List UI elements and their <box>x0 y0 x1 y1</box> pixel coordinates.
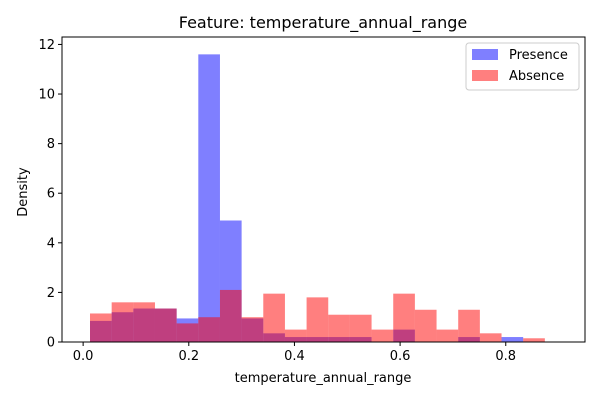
y-axis-label: Density <box>16 167 31 217</box>
x-tick-label: 0.6 <box>390 349 411 364</box>
histogram-bar-absence-10 <box>306 297 329 342</box>
legend-label-presence: Presence <box>509 48 568 63</box>
series-absence <box>90 289 545 342</box>
histogram-bar-absence-5 <box>198 317 220 342</box>
histogram-bar-absence-3 <box>154 308 177 342</box>
y-tick-label: 10 <box>38 88 55 103</box>
histogram-bar-absence-17 <box>458 309 480 342</box>
histogram-bar-absence-6 <box>219 289 242 342</box>
y-tick-label: 12 <box>38 38 55 53</box>
x-tick-label: 0.0 <box>73 349 94 364</box>
histogram-bar-absence-4 <box>176 323 199 342</box>
x-axis-label: temperature_annual_range <box>235 371 412 386</box>
histogram-bar-absence-7 <box>241 317 264 342</box>
y-tick-label: 4 <box>47 236 55 251</box>
histogram-bar-absence-11 <box>328 314 350 342</box>
legend-swatch-presence <box>472 49 498 60</box>
x-tick-label: 0.2 <box>178 349 199 364</box>
histogram-bar-absence-18 <box>479 333 502 342</box>
histogram-bar-absence-8 <box>263 293 285 342</box>
histogram-bar-absence-13 <box>371 329 394 342</box>
y-tick-label: 6 <box>47 187 55 202</box>
legend: Presence Absence <box>465 42 580 91</box>
legend-swatch-absence <box>472 70 498 81</box>
plot-frame <box>61 36 586 343</box>
histogram-bar-absence-2 <box>133 302 155 342</box>
x-tick-label: 0.8 <box>495 349 516 364</box>
histogram-bar-absence-9 <box>284 329 307 342</box>
axes-layer: 0.0 0.2 0.4 0.6 0.8 0 2 4 6 8 10 12 <box>38 36 586 364</box>
legend-label-absence: Absence <box>509 69 564 84</box>
series-layer <box>90 54 545 343</box>
histogram-bar-absence-15 <box>414 309 437 342</box>
x-tick-label: 0.4 <box>284 349 305 364</box>
histogram-bar-absence-12 <box>349 314 372 342</box>
histogram-bar-absence-19 <box>523 338 545 342</box>
histogram-bar-presence-5 <box>198 54 220 343</box>
histogram-bar-absence-16 <box>436 329 459 342</box>
y-tick-label: 8 <box>47 137 55 152</box>
histogram-bar-absence-14 <box>393 293 415 342</box>
chart-title: Feature: temperature_annual_range <box>179 13 468 33</box>
y-tick-label: 2 <box>47 286 55 301</box>
histogram-bar-absence-0 <box>90 313 112 342</box>
histogram-bar-absence-1 <box>111 302 134 342</box>
histogram-bar-presence-15 <box>501 337 524 342</box>
y-tick-label: 0 <box>47 336 55 351</box>
